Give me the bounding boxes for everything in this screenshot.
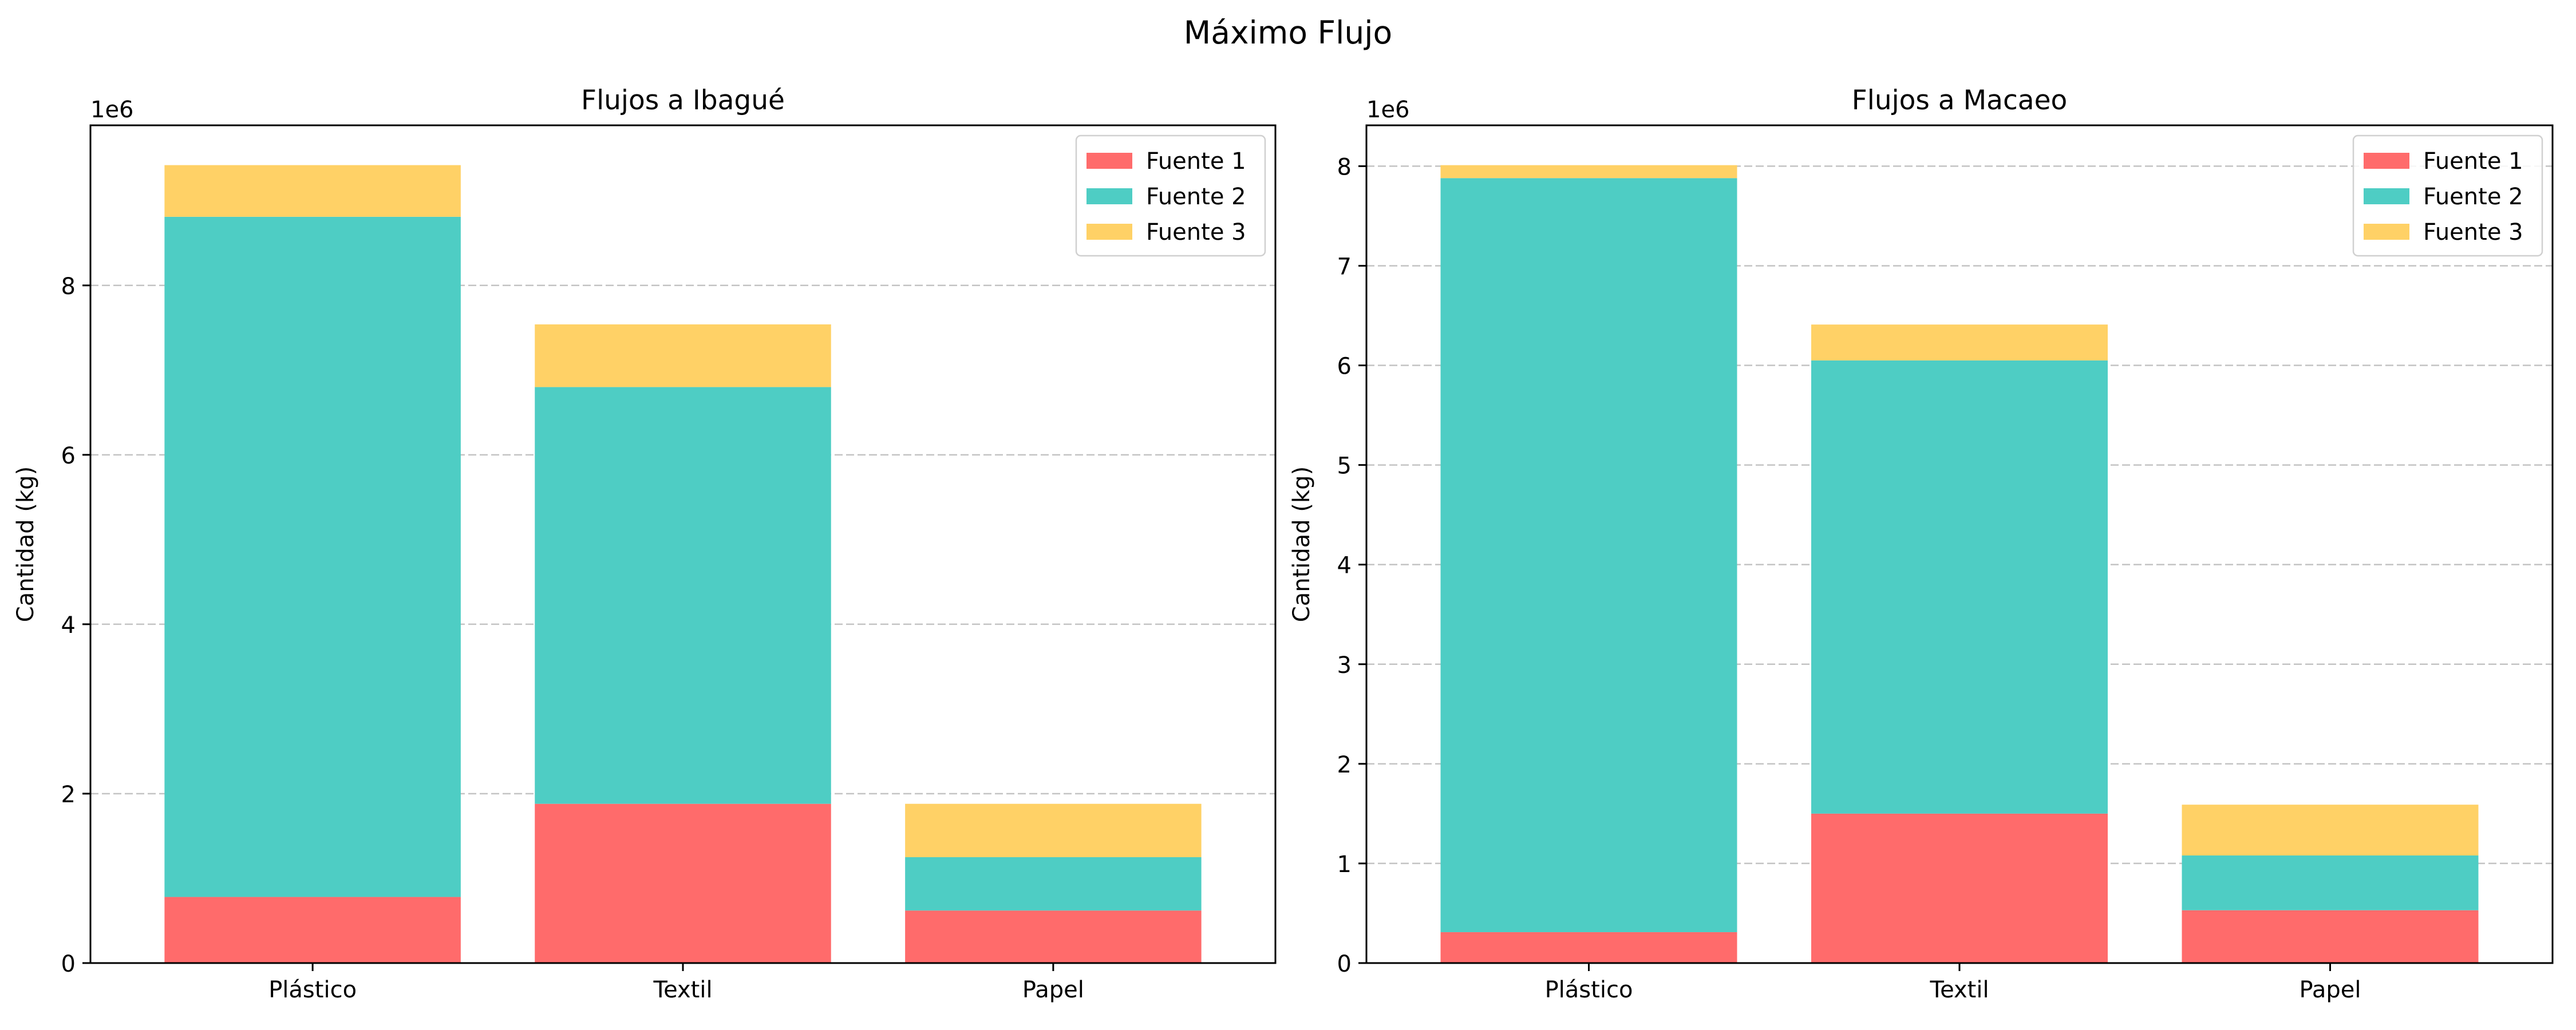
bar-fuente-3-textil xyxy=(535,324,831,387)
subplot-2: 0 1 2 3 4 5 6 7 8 Plástico Textil Papel 1e6 Flujos a … xyxy=(1289,85,2554,1003)
figure-title: Máximo Flujo xyxy=(1184,14,1392,51)
subplot-title: Flujos a Ibagué xyxy=(581,85,785,116)
bar-fuente-2-plástico xyxy=(164,216,461,897)
subplot-1: 0 2 4 6 8 Plástico Textil Papel 1e6 Flujos a Ibag… xyxy=(13,85,1277,1003)
x-tick-label: Textil xyxy=(653,977,712,1003)
bar-fuente-3-plástico xyxy=(1440,165,1737,179)
x-tick-label: Plástico xyxy=(1545,977,1633,1003)
bar-fuente-3-plástico xyxy=(164,165,461,217)
y-tick-label: 7 xyxy=(1337,253,1352,280)
bar-fuente-2-textil xyxy=(1811,360,2108,814)
y-tick-label: 0 xyxy=(1337,951,1352,977)
bar-fuente-3-textil xyxy=(1811,324,2108,360)
y-axis-label: Cantidad (kg) xyxy=(1289,466,1315,622)
legend-swatch xyxy=(2364,153,2409,169)
y-tick-label: 4 xyxy=(61,612,76,639)
x-tick-label: Plástico xyxy=(268,977,357,1003)
bar-fuente-3-papel xyxy=(905,803,1202,857)
y-offset-label: 1e6 xyxy=(90,97,134,123)
y-tick-label: 8 xyxy=(61,274,76,300)
legend: Fuente 1 Fuente 2 Fuente 3 xyxy=(1075,134,1266,257)
legend-swatch xyxy=(1086,188,1132,204)
x-tick-label: Papel xyxy=(1022,977,1084,1003)
bar-fuente-3-papel xyxy=(2182,805,2479,855)
legend-entry: Fuente 3 xyxy=(2423,219,2523,245)
legend-swatch xyxy=(2364,224,2409,240)
y-tick-label: 4 xyxy=(1337,553,1352,579)
bar-fuente-1-plástico xyxy=(164,897,461,963)
legend-swatch xyxy=(1086,224,1132,240)
y-tick-label: 8 xyxy=(1337,154,1352,180)
legend-entry: Fuente 1 xyxy=(1146,148,1246,175)
y-tick-label: 3 xyxy=(1337,652,1352,679)
bar-fuente-1-papel xyxy=(905,910,1202,963)
bar-fuente-1-plástico xyxy=(1440,932,1737,963)
legend-swatch xyxy=(1086,153,1132,169)
y-tick-label: 2 xyxy=(61,782,76,808)
y-tick-label: 6 xyxy=(1337,354,1352,380)
y-tick-label: 5 xyxy=(1337,453,1352,480)
legend-entry: Fuente 1 xyxy=(2423,148,2523,175)
bar-fuente-2-plástico xyxy=(1440,178,1737,933)
x-tick-label: Textil xyxy=(1929,977,1989,1003)
y-tick-label: 2 xyxy=(1337,752,1352,778)
legend-entry: Fuente 2 xyxy=(2423,184,2523,210)
bar-fuente-1-textil xyxy=(535,803,831,963)
y-tick-label: 6 xyxy=(61,443,76,469)
y-tick-label: 1 xyxy=(1337,851,1352,878)
x-tick-label: Papel xyxy=(2300,977,2361,1003)
subplot-title: Flujos a Macaeo xyxy=(1852,85,2068,116)
bar-fuente-1-papel xyxy=(2182,910,2479,963)
legend-entry: Fuente 2 xyxy=(1146,184,1246,210)
bar-fuente-1-textil xyxy=(1811,813,2108,963)
legend-swatch xyxy=(2364,188,2409,204)
y-axis-label: Cantidad (kg) xyxy=(13,466,39,622)
y-tick-label: 0 xyxy=(61,951,76,977)
bar-fuente-2-papel xyxy=(905,857,1202,911)
y-offset-label: 1e6 xyxy=(1366,97,1410,123)
bar-fuente-2-papel xyxy=(2182,855,2479,910)
legend: Fuente 1 Fuente 2 Fuente 3 xyxy=(2352,134,2543,257)
legend-entry: Fuente 3 xyxy=(1146,219,1246,245)
bar-fuente-2-textil xyxy=(535,387,831,804)
